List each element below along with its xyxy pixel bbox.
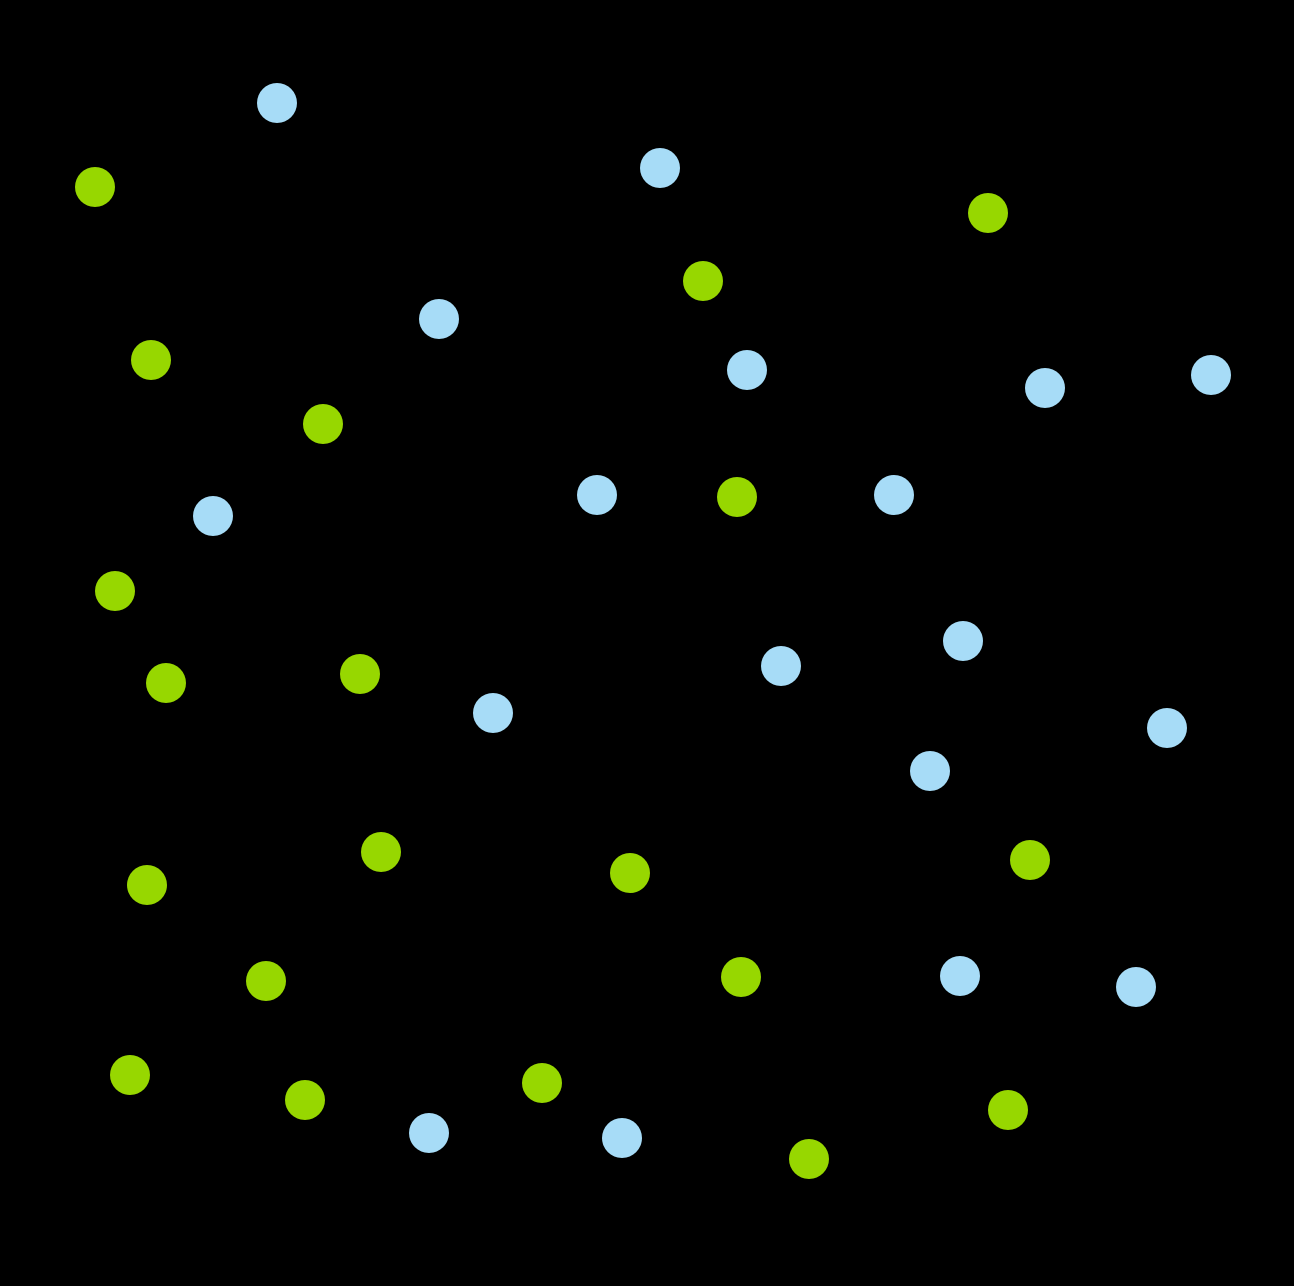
scatter-dot-light-blue [943,621,983,661]
scatter-dot-yellow-green [789,1139,829,1179]
scatter-dot-yellow-green [721,957,761,997]
scatter-dot-light-blue [1147,708,1187,748]
scatter-dot-yellow-green [988,1090,1028,1130]
scatter-dot-yellow-green [127,865,167,905]
scatter-dot-light-blue [1116,967,1156,1007]
scatter-dot-yellow-green [717,477,757,517]
scatter-dot-yellow-green [968,193,1008,233]
scatter-dot-yellow-green [75,167,115,207]
scatter-dot-light-blue [874,475,914,515]
scatter-dot-light-blue [1191,355,1231,395]
scatter-dot-yellow-green [683,261,723,301]
scatter-dot-yellow-green [110,1055,150,1095]
scatter-dot-light-blue [419,299,459,339]
scatter-dot-yellow-green [131,340,171,380]
scatter-dot-light-blue [1025,368,1065,408]
scatter-dot-light-blue [761,646,801,686]
scatter-dot-yellow-green [246,961,286,1001]
scatter-dot-yellow-green [95,571,135,611]
scatter-dot-light-blue [193,496,233,536]
scatter-dot-light-blue [409,1113,449,1153]
scatter-dot-yellow-green [285,1080,325,1120]
scatter-dot-light-blue [473,693,513,733]
scatter-dot-yellow-green [610,853,650,893]
scatter-dot-light-blue [640,148,680,188]
scatter-dot-light-blue [727,350,767,390]
scatter-dot-yellow-green [361,832,401,872]
scatter-dot-light-blue [602,1118,642,1158]
scatter-dot-yellow-green [522,1063,562,1103]
scatter-dot-yellow-green [303,404,343,444]
scatter-dot-yellow-green [146,663,186,703]
scatter-dot-yellow-green [340,654,380,694]
scatter-dot-light-blue [257,83,297,123]
scatter-dot-yellow-green [1010,840,1050,880]
scatter-dot-light-blue [577,475,617,515]
scatter-dot-light-blue [940,956,980,996]
scatter-dot-light-blue [910,751,950,791]
